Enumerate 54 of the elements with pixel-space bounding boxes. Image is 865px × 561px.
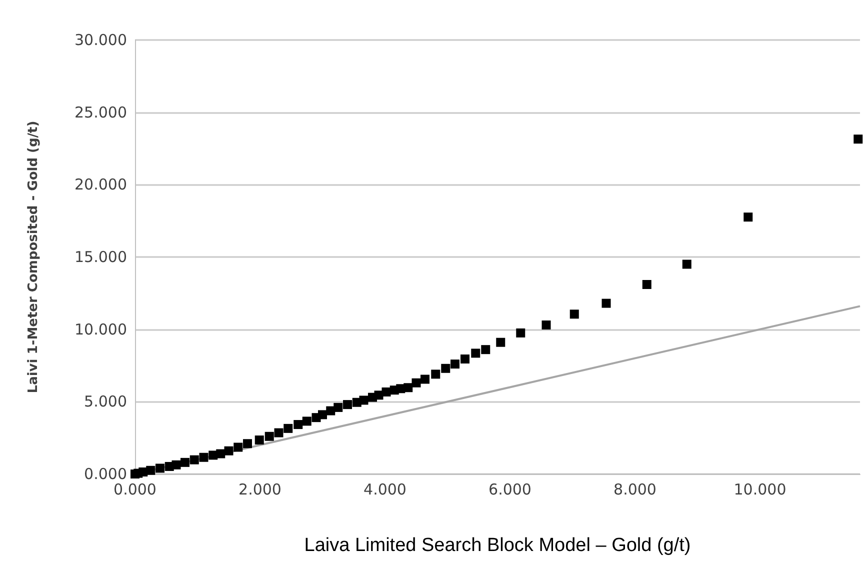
point <box>243 439 252 448</box>
x-axis-title: Laiva Limited Search Block Model – Gold (g/t) <box>304 535 691 556</box>
point <box>602 298 611 308</box>
point <box>274 428 284 438</box>
point <box>172 460 181 470</box>
point <box>359 396 368 405</box>
y-tick-label: 20.000 <box>74 176 127 194</box>
point <box>420 374 430 384</box>
y-tick-label: 25.000 <box>74 103 127 122</box>
point <box>190 455 199 464</box>
point <box>570 310 579 319</box>
point <box>146 466 156 475</box>
point <box>216 449 226 458</box>
y-tick-label: 5.000 <box>84 392 127 411</box>
point <box>199 452 208 462</box>
x-tick-label: 8.000 <box>614 480 656 498</box>
y-tick-label: 15.000 <box>74 248 127 266</box>
y-tick-label: 0.000 <box>84 465 127 483</box>
point <box>441 364 450 373</box>
point <box>156 464 164 473</box>
point <box>180 458 190 467</box>
point <box>382 387 391 396</box>
point <box>284 424 293 433</box>
point <box>254 436 264 445</box>
point <box>516 328 526 338</box>
y-tick-label: 30.000 <box>74 31 127 49</box>
x-tick-label: 2.000 <box>238 480 282 498</box>
point <box>642 280 652 289</box>
point <box>318 410 327 420</box>
x-tick-label: 0.000 <box>114 480 156 498</box>
point <box>224 446 234 456</box>
point <box>854 134 863 144</box>
x-tick-label: 10.000 <box>734 480 786 498</box>
point <box>682 260 692 269</box>
point <box>334 402 343 412</box>
point <box>471 348 480 358</box>
point <box>450 360 460 369</box>
point <box>744 212 753 222</box>
point <box>404 383 413 392</box>
point <box>481 345 490 354</box>
point <box>343 400 352 410</box>
point <box>496 338 506 347</box>
x-tick-label: 6.000 <box>488 480 532 498</box>
point <box>431 370 440 379</box>
y-tick-label: 10.000 <box>74 320 127 338</box>
point <box>234 442 243 452</box>
point <box>294 420 303 430</box>
point <box>460 354 470 364</box>
point <box>542 320 551 330</box>
point <box>412 378 421 388</box>
x-tick-label: 4.000 <box>364 480 406 498</box>
y-axis-title: Laivi 1-Meter Composited - Gold (g/t) <box>26 120 41 394</box>
point <box>302 416 312 426</box>
point <box>264 432 274 441</box>
